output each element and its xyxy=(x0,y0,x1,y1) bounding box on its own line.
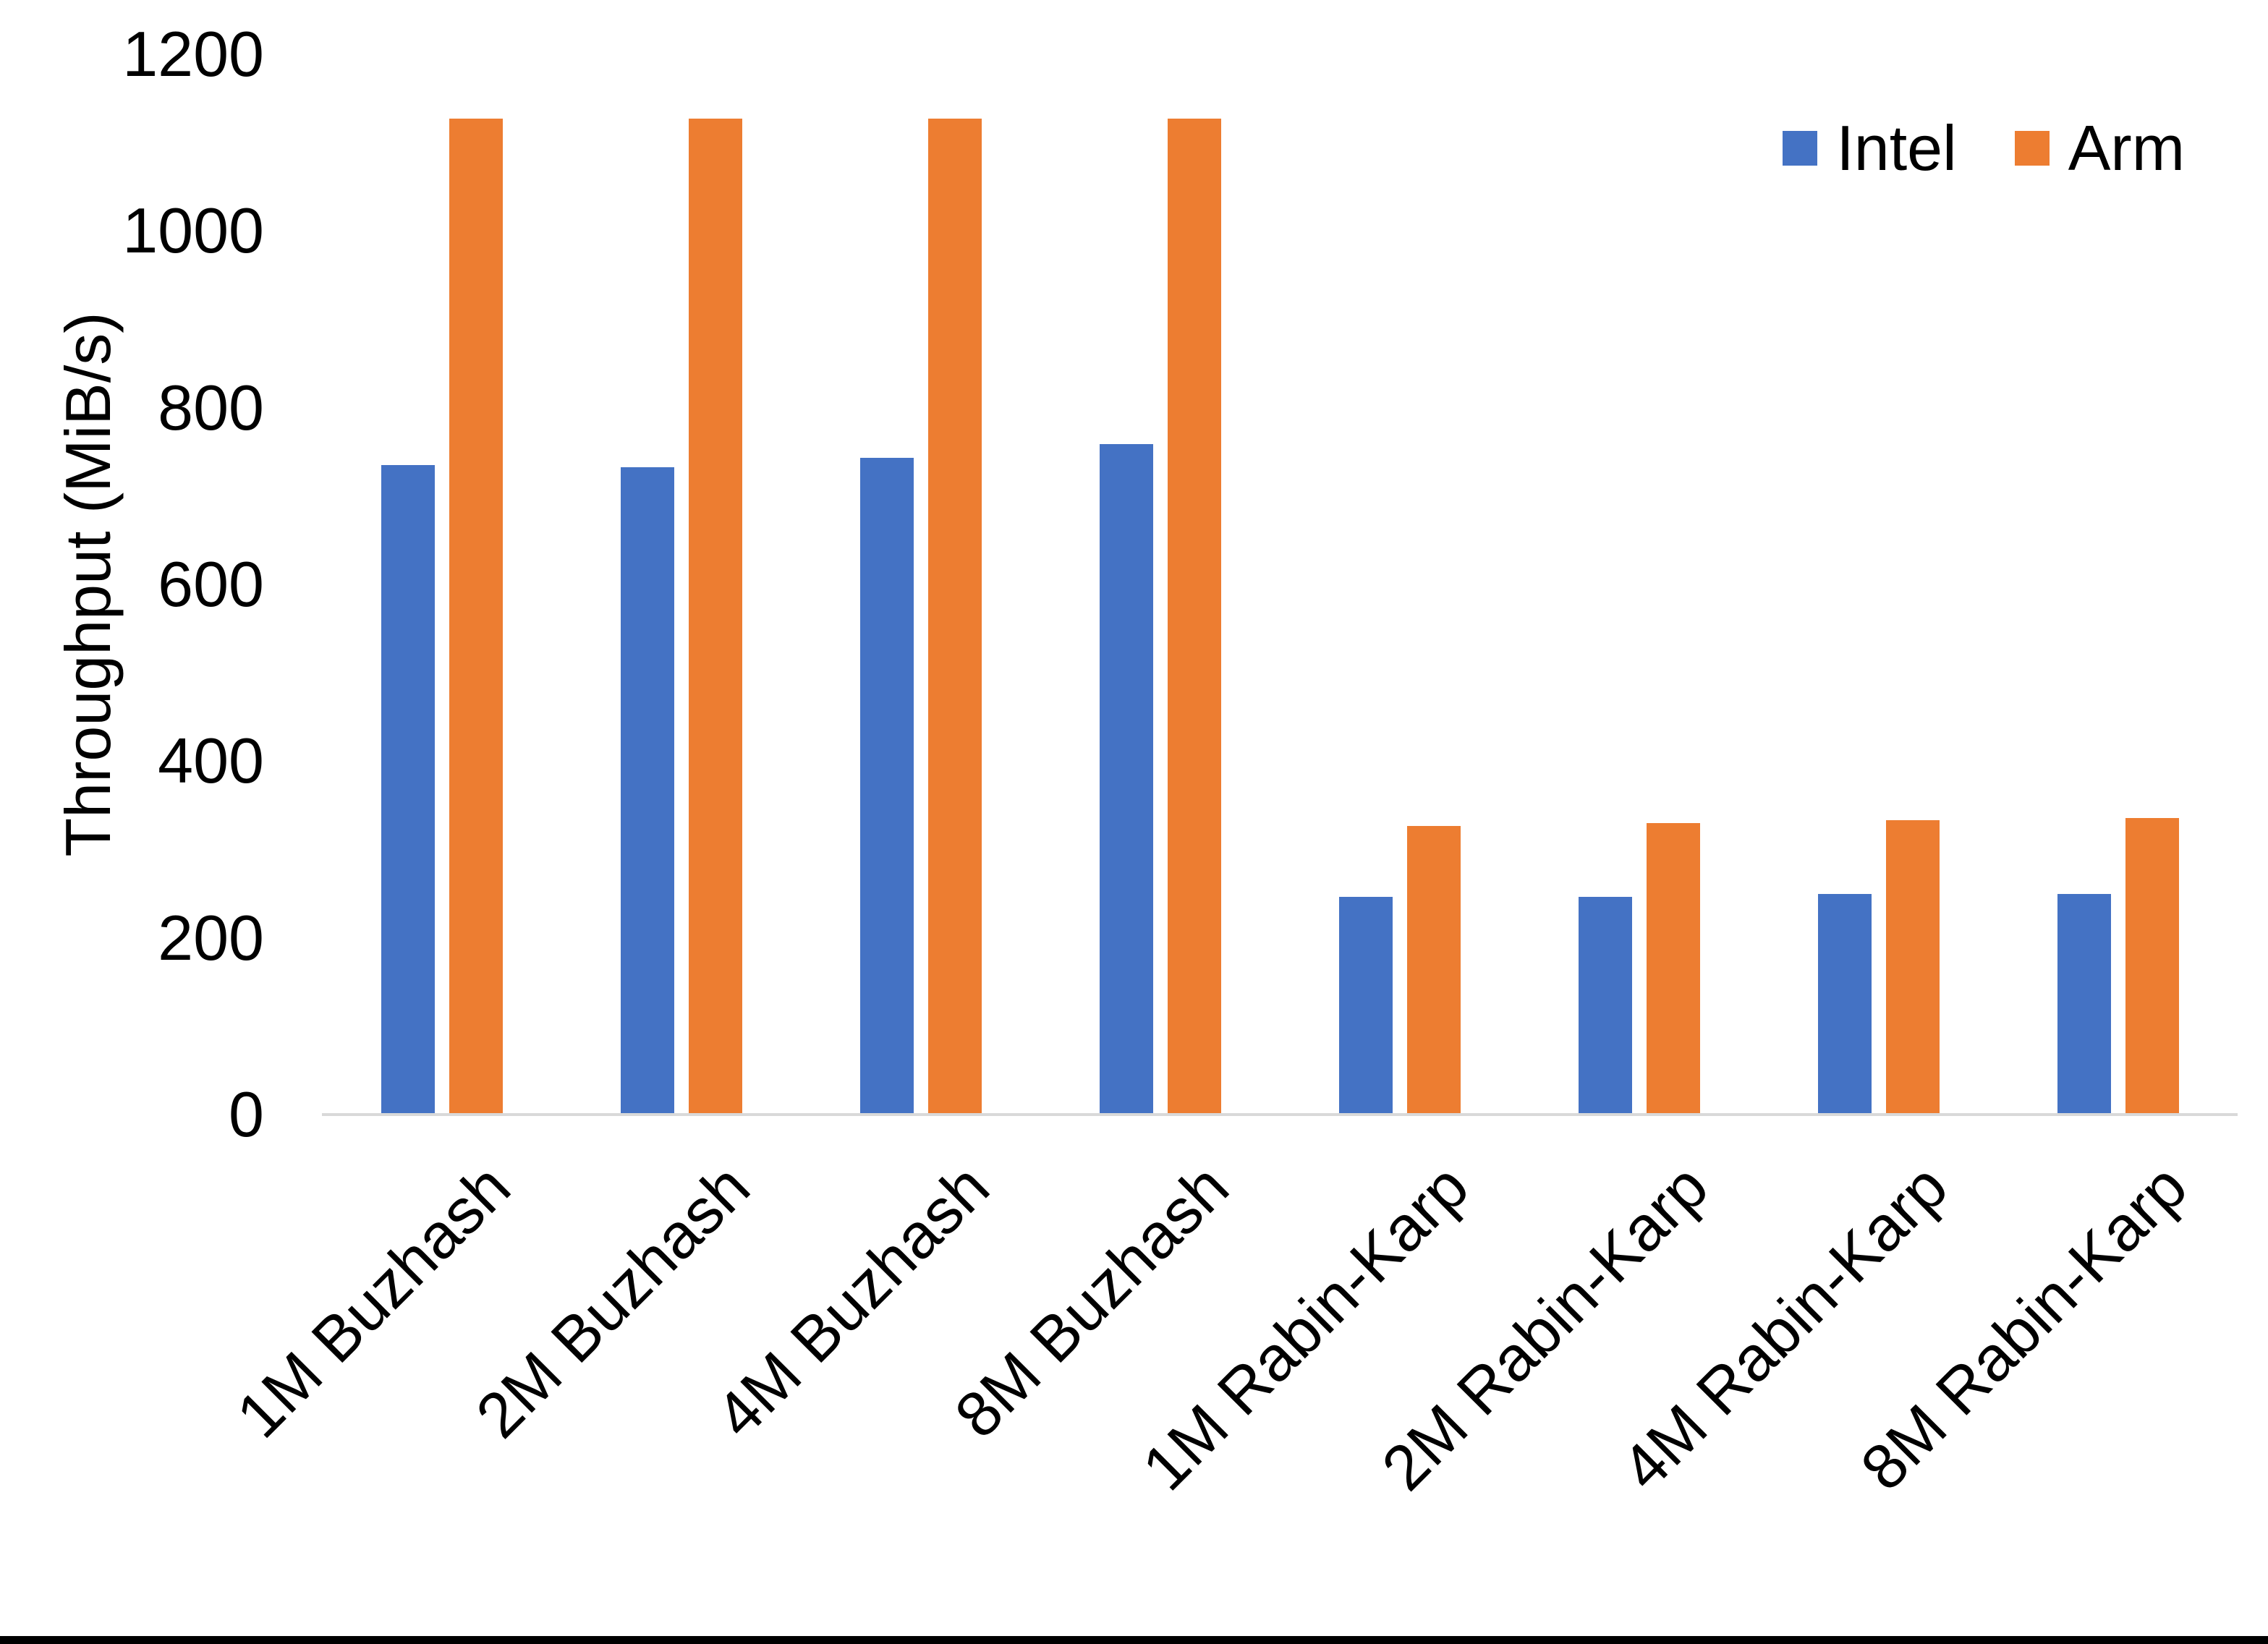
y-tick-label-0: 0 xyxy=(229,1078,264,1150)
bar-intel-4m-rabin-karp xyxy=(1817,893,1872,1115)
legend-item-intel: Intel xyxy=(1783,112,1957,184)
bar-arm-1m-buzhash xyxy=(449,119,503,1115)
y-tick-label-200: 200 xyxy=(158,901,264,974)
y-tick-label-1000: 1000 xyxy=(122,195,264,267)
y-tick-label-1200: 1200 xyxy=(122,18,264,90)
bar-intel-8m-buzhash xyxy=(1099,443,1153,1115)
bar-intel-2m-buzhash xyxy=(620,467,674,1115)
bar-intel-1m-rabin-karp xyxy=(1338,897,1393,1115)
bar-intel-1m-buzhash xyxy=(381,465,435,1115)
bar-intel-2m-rabin-karp xyxy=(1578,897,1632,1115)
y-axis-title: Throughput (MiB/s) xyxy=(52,312,124,857)
bar-arm-8m-rabin-karp xyxy=(2125,817,2179,1115)
legend-swatch-arm xyxy=(2014,131,2050,166)
legend-item-arm: Arm xyxy=(2014,112,2185,184)
legend: Intel Arm xyxy=(1783,116,2185,180)
bar-intel-8m-rabin-karp xyxy=(2057,893,2111,1115)
bar-arm-1m-rabin-karp xyxy=(1406,825,1461,1115)
y-tick-label-600: 600 xyxy=(158,548,264,620)
bar-intel-4m-buzhash xyxy=(859,458,914,1115)
bar-arm-2m-rabin-karp xyxy=(1646,822,1700,1115)
y-tick-label-400: 400 xyxy=(158,725,264,797)
y-tick-label-800: 800 xyxy=(158,371,264,443)
x-axis-line xyxy=(322,1113,2238,1116)
bar-arm-8m-buzhash xyxy=(1167,119,1221,1115)
bar-arm-4m-rabin-karp xyxy=(1885,820,1940,1115)
bar-arm-2m-buzhash xyxy=(688,119,742,1115)
legend-label-arm: Arm xyxy=(2068,112,2185,184)
bar-arm-4m-buzhash xyxy=(927,119,982,1115)
legend-label-intel: Intel xyxy=(1836,112,1957,184)
legend-swatch-intel xyxy=(1783,131,1818,166)
bottom-border xyxy=(0,1636,2268,1644)
